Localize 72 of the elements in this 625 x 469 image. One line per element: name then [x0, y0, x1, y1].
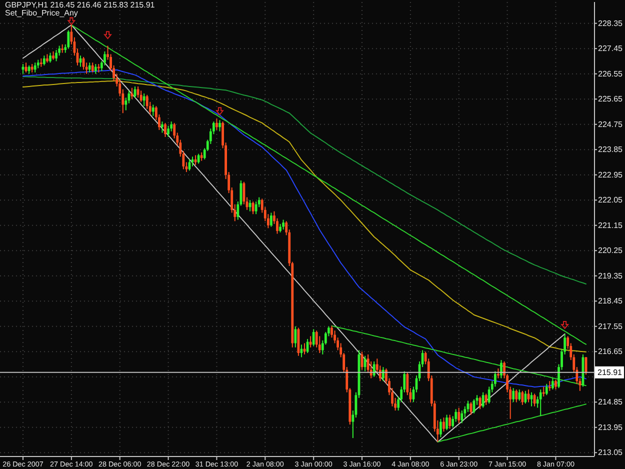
candlestick — [521, 390, 524, 406]
candlestick — [161, 121, 164, 134]
y-tick-label: 223.85 — [598, 145, 624, 154]
candlestick — [482, 392, 484, 408]
candlestick — [518, 389, 521, 402]
y-tick-label: 213.95 — [598, 422, 624, 432]
y-tick-label: 222.05 — [598, 196, 624, 205]
candlestick — [94, 64, 97, 74]
candlestick — [49, 52, 52, 64]
y-tick-label: 221.15 — [598, 220, 624, 230]
candlestick — [460, 410, 464, 424]
point — [561, 320, 569, 329]
candlestick — [442, 417, 445, 432]
candlestick — [554, 379, 557, 390]
y-tick-label: 214.85 — [598, 398, 624, 407]
line-series — [437, 404, 586, 442]
candlestick — [55, 49, 58, 62]
candlestick — [512, 388, 515, 403]
line-series — [331, 325, 586, 386]
y-tick-label: 225.65 — [598, 94, 624, 104]
candlestick — [218, 120, 221, 132]
candlestick — [478, 396, 482, 410]
candlestick — [312, 328, 315, 347]
candlestick — [88, 62, 91, 73]
candlestick — [372, 360, 376, 378]
candlestick — [297, 327, 300, 356]
candlestick — [216, 118, 218, 130]
candlestick — [42, 55, 46, 66]
candlestick — [440, 418, 442, 438]
candlestick — [500, 360, 502, 379]
candlestick — [548, 380, 551, 392]
y-tick-label: 227.45 — [598, 44, 624, 54]
candlestick — [530, 392, 533, 407]
y-tick-label: 219.35 — [598, 271, 624, 280]
candlestick — [142, 92, 146, 107]
candlestick — [497, 368, 500, 379]
y-tick-label: 224.75 — [598, 120, 624, 129]
y-tick-label: 213.05 — [598, 448, 624, 458]
candlestick — [152, 104, 154, 116]
candlestick — [458, 407, 460, 424]
point — [68, 17, 76, 26]
candlestick — [270, 212, 272, 228]
ref-line-label: 215.91 — [598, 368, 623, 377]
candlestick — [282, 219, 285, 230]
candlestick — [484, 393, 488, 406]
candlestick — [552, 378, 554, 390]
candlestick — [164, 122, 166, 138]
candlestick — [197, 153, 200, 164]
candlestick — [446, 414, 448, 431]
candlestick — [382, 366, 384, 382]
y-tick-label: 228.35 — [598, 18, 624, 28]
y-tick-label: 220.25 — [598, 246, 624, 256]
y-tick-label: 222.95 — [598, 170, 624, 180]
point — [104, 31, 112, 40]
y-tick-label: 216.65 — [598, 347, 624, 356]
candlestick — [67, 30, 70, 50]
point — [216, 107, 224, 116]
candlestick — [545, 383, 548, 396]
candlestick — [91, 62, 94, 73]
candlestick — [515, 389, 518, 403]
candlestick — [34, 62, 36, 73]
candlestick — [294, 326, 297, 348]
chart-title: GBPJPY,H1 216.45 216.46 215.83 215.91 — [5, 0, 156, 10]
candlestick — [254, 201, 258, 215]
candlestick — [448, 414, 451, 430]
text: Set_Fibo_Price_Any — [5, 8, 78, 18]
y-tick-label: 226.55 — [598, 69, 624, 78]
y-tick-label: 217.55 — [598, 322, 624, 331]
candlestick — [539, 389, 542, 417]
candlestick — [309, 336, 312, 348]
candlestick — [167, 125, 170, 138]
y-tick-label: 218.45 — [598, 296, 624, 306]
